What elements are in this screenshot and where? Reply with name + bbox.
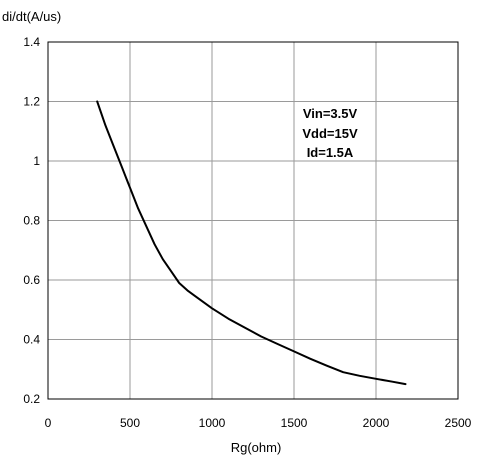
- y-tick-label: 0.2: [23, 392, 40, 406]
- x-axis-tick-labels: 0 500 1000 1500 2000 2500: [45, 416, 472, 430]
- y-tick-label: 0.6: [23, 273, 40, 287]
- y-tick-label: 1: [33, 154, 40, 168]
- y-tick-label: 0.4: [23, 333, 40, 347]
- annotation-id: Id=1.5A: [307, 145, 354, 160]
- y-axis-tick-labels: 0.2 0.4 0.6 0.8 1 1.2 1.4: [23, 35, 40, 406]
- y-tick-label: 1.2: [23, 95, 40, 109]
- x-tick-label: 1000: [199, 416, 226, 430]
- y-tick-label: 1.4: [23, 35, 40, 49]
- x-tick-label: 0: [45, 416, 52, 430]
- x-axis-title: Rg(ohm): [231, 440, 282, 455]
- annotation-vin: Vin=3.5V: [303, 106, 358, 121]
- y-tick-label: 0.8: [23, 214, 40, 228]
- x-tick-label: 2000: [363, 416, 390, 430]
- plot-frame: [47, 41, 459, 400]
- series-layer: [96, 100, 407, 386]
- x-tick-label: 1500: [281, 416, 308, 430]
- x-tick-label: 500: [120, 416, 140, 430]
- x-tick-label: 2500: [445, 416, 472, 430]
- annotation-vdd: Vdd=15V: [302, 126, 358, 141]
- series-line-0: [96, 100, 407, 386]
- y-axis-title: di/dt(A/us): [2, 9, 61, 24]
